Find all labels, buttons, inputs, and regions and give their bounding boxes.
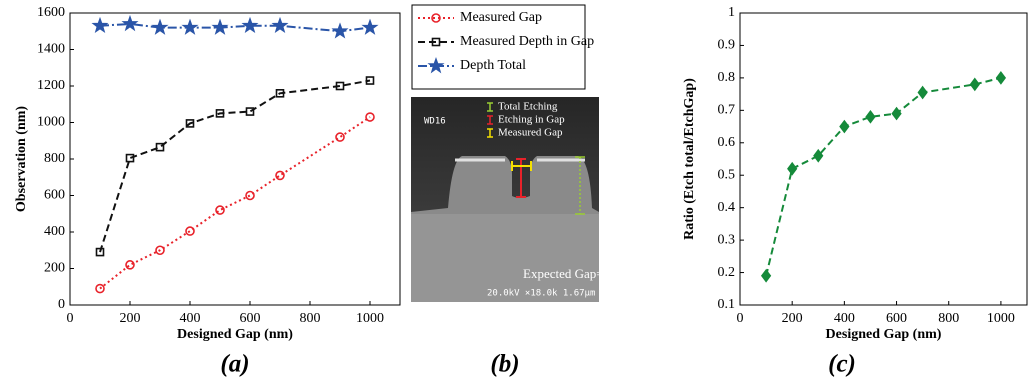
marker [95, 283, 105, 294]
x-tick-label: 400 [834, 311, 855, 326]
y-tick-label: 1200 [37, 78, 65, 93]
legend-label: Depth Total [460, 58, 526, 73]
marker [121, 14, 139, 32]
x-axis-label: Designed Gap (nm) [177, 327, 293, 342]
marker [151, 18, 169, 35]
x-tick-label: 0 [737, 311, 744, 326]
marker [275, 89, 285, 98]
marker [813, 148, 824, 163]
image-footer: 20.0kV ×18.0k 1.67μm [487, 289, 595, 299]
marker [181, 18, 199, 35]
marker [331, 22, 349, 39]
y-tick-label: 1000 [37, 115, 65, 130]
y-tick-label: 600 [44, 188, 65, 203]
caption: (a) [220, 351, 249, 378]
marker [91, 16, 109, 34]
x-tick-label: 200 [120, 311, 141, 326]
legend-box [411, 4, 586, 90]
marker [760, 268, 772, 283]
sem-image: Total Etching Etching in Gap Measured Ga… [411, 97, 643, 302]
marker [995, 71, 1007, 85]
y-tick-label: 0.5 [718, 167, 736, 182]
marker [865, 109, 876, 124]
y-tick-label: 0 [58, 297, 65, 312]
y-tick-label: 0.8 [718, 70, 736, 85]
marker [365, 112, 375, 122]
legend-label: Measured Depth in Gap [460, 34, 594, 49]
caption: (b) [490, 351, 519, 378]
y-tick-label: 0.2 [718, 265, 736, 280]
caption: (c) [828, 351, 856, 378]
y-tick-label: 0.1 [718, 297, 736, 312]
y-tick-label: 0.9 [718, 38, 736, 53]
series-line [99, 22, 371, 33]
x-tick-label: 800 [300, 311, 321, 326]
marker [215, 109, 225, 118]
marker [431, 13, 441, 23]
marker [245, 107, 255, 116]
marker [245, 190, 255, 201]
marker [275, 170, 285, 181]
plot-frame [739, 12, 1028, 306]
marker [211, 18, 229, 35]
marker [95, 247, 105, 257]
marker [155, 142, 165, 152]
image-note: Expected Gap=500 nm [523, 266, 643, 281]
y-tick-label: 0.6 [718, 135, 736, 150]
x-axis-label: Designed Gap (nm) [826, 327, 942, 342]
y-tick-label: 200 [44, 261, 65, 276]
y-tick-label: 800 [44, 151, 65, 166]
marker [155, 245, 165, 256]
x-tick-label: 600 [886, 311, 907, 326]
x-tick-label: 400 [180, 311, 201, 326]
marker [787, 161, 798, 176]
marker [185, 226, 195, 236]
y-axis-label: Observation (nm) [14, 106, 29, 213]
series-line [99, 116, 371, 290]
marker [361, 18, 379, 35]
y-tick-label: 0.3 [718, 232, 736, 247]
x-tick-label: 1000 [356, 311, 384, 326]
marker [271, 16, 289, 34]
marker [185, 119, 195, 128]
x-tick-label: 0 [67, 311, 74, 326]
series-line [99, 79, 371, 253]
x-tick-label: 800 [938, 311, 959, 326]
marker [839, 119, 850, 134]
image-legend: Etching in Gap [498, 114, 565, 126]
plot-frame [69, 12, 401, 306]
marker [891, 106, 902, 121]
image-legend: Measured Gap [498, 127, 563, 139]
marker [335, 81, 345, 91]
marker [969, 77, 980, 92]
marker [125, 153, 135, 163]
y-tick-label: 1400 [37, 42, 65, 57]
y-tick-label: 1 [728, 5, 735, 20]
marker [125, 260, 135, 270]
legend-label: Measured Gap [460, 10, 542, 25]
y-tick-label: 1600 [37, 5, 65, 20]
image-sample: WD16 [424, 117, 446, 127]
marker [917, 85, 928, 100]
x-tick-label: 1000 [987, 311, 1015, 326]
x-tick-label: 200 [782, 311, 803, 326]
y-tick-label: 0.7 [718, 103, 736, 118]
series-line [765, 76, 1002, 277]
marker [241, 16, 259, 34]
marker [427, 56, 445, 74]
marker [365, 76, 375, 85]
x-tick-label: 600 [240, 311, 261, 326]
marker [431, 37, 441, 47]
y-tick-label: 0.4 [718, 200, 736, 215]
image-legend: Total Etching [498, 101, 558, 113]
y-axis-label: Ratio (Etch total/EtchGap) [682, 78, 697, 240]
y-tick-label: 400 [44, 224, 65, 239]
marker [215, 205, 225, 215]
marker [335, 132, 345, 142]
